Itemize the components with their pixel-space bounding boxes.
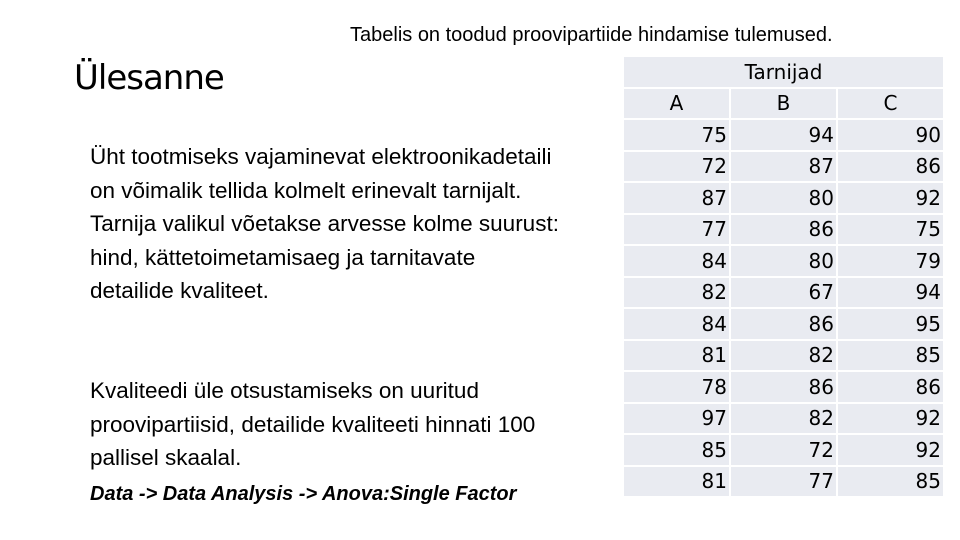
table-cell: 92 [836,181,945,215]
table-cell: 67 [729,275,838,309]
supplier-scores-table: Tarnijad A B C 75 94 90 72 87 86 87 80 92 77 86 75 8… [622,55,945,498]
column-header-a: A [622,86,731,120]
table-row: 97 82 92 [622,401,945,435]
table-row: 82 67 94 [622,275,945,309]
table-cell: 92 [836,401,945,435]
table-cell: 77 [622,212,731,246]
table-cell: 82 [729,401,838,435]
column-header-c: C [836,86,945,120]
quality-description: Kvaliteedi üle otsustamiseks on uuritud … [90,378,536,470]
table-row: 81 77 85 [622,464,945,498]
table-body: 75 94 90 72 87 86 87 80 92 77 86 75 84 80 79 82 67 94 84 86… [622,118,945,498]
group-header: Tarnijad [622,55,945,89]
table-cell: 92 [836,433,945,467]
table-cell: 97 [622,401,731,435]
table-row: 81 82 85 [622,338,945,372]
table-cell: 79 [836,244,945,278]
table-row: 84 86 95 [622,307,945,341]
table-cell: 85 [622,433,731,467]
table-row: 78 86 86 [622,370,945,404]
table-cell: 81 [622,464,731,498]
table-cell: 82 [729,338,838,372]
table-cell: 75 [622,118,731,152]
table-row: 72 87 86 [622,149,945,183]
column-header-b: B [729,86,838,120]
table-cell: 84 [622,307,731,341]
table-cell: 80 [729,244,838,278]
table-row: 84 80 79 [622,244,945,278]
table-cell: 86 [729,370,838,404]
table-cell: 86 [729,307,838,341]
table-cell: 85 [836,338,945,372]
slide-subtitle: Tabelis on toodud proovipartiide hindami… [350,24,833,46]
table-cell: 94 [729,118,838,152]
table-cell: 72 [622,149,731,183]
table-cell: 81 [622,338,731,372]
table-cell: 86 [836,370,945,404]
table-cell: 80 [729,181,838,215]
table-cell: 85 [836,464,945,498]
table-cell: 86 [729,212,838,246]
table-cell: 75 [836,212,945,246]
table-cell: 90 [836,118,945,152]
table-cell: 87 [622,181,731,215]
table-cell: 84 [622,244,731,278]
table-cell: 94 [836,275,945,309]
table-cell: 77 [729,464,838,498]
table-cell: 95 [836,307,945,341]
slide-title: Ülesanne [74,58,225,98]
table-row: 75 94 90 [622,118,945,152]
analysis-instruction: Data -> Data Analysis -> Anova:Single Fa… [90,483,517,505]
table-row: 85 72 92 [622,433,945,467]
table-cell: 87 [729,149,838,183]
problem-description: Üht tootmiseks vajaminevat elektroonikad… [90,144,559,303]
table-cell: 72 [729,433,838,467]
table-row: 87 80 92 [622,181,945,215]
table-cell: 86 [836,149,945,183]
table-cell: 82 [622,275,731,309]
table-row: 77 86 75 [622,212,945,246]
table-cell: 78 [622,370,731,404]
